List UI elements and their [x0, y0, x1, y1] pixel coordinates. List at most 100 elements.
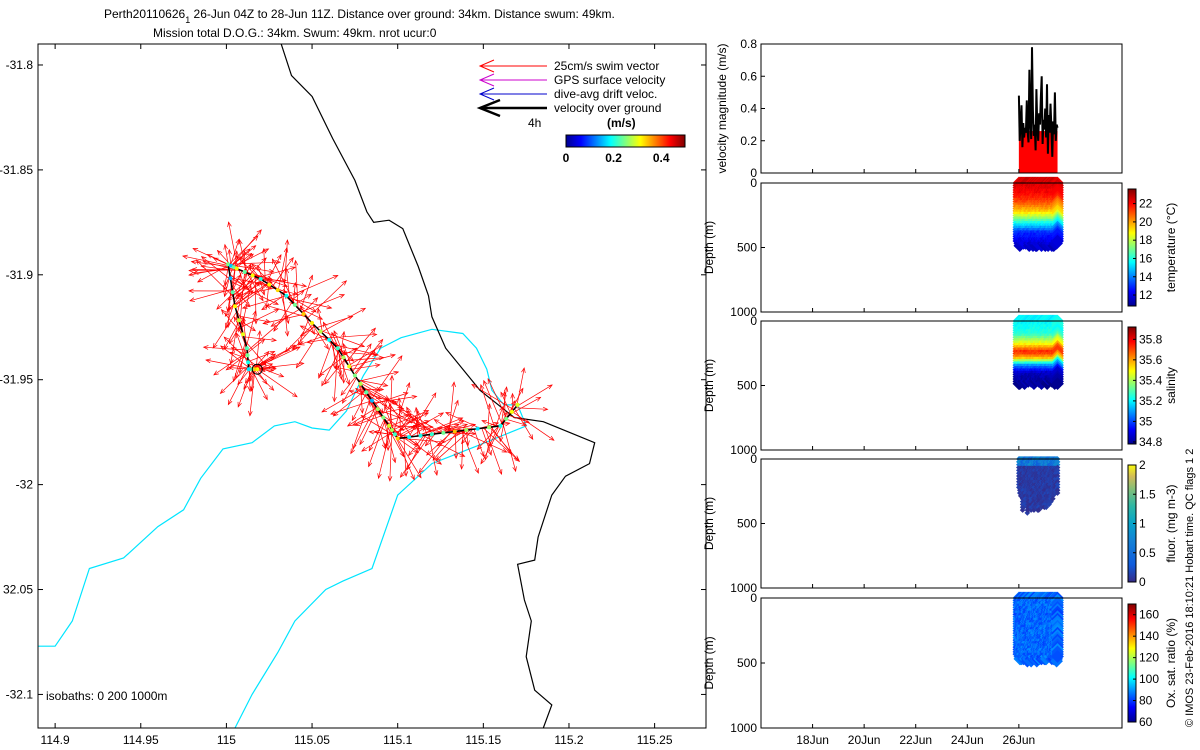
surface-marker [228, 276, 233, 281]
swim-vector-head [224, 311, 230, 317]
swim-vector-head [223, 284, 228, 291]
swim-vector-head [292, 291, 299, 296]
swim-vector [436, 429, 468, 447]
swim-vector [350, 364, 380, 370]
surface-marker [284, 293, 289, 298]
swim-vector-head [397, 355, 403, 361]
swim-vector-head [324, 379, 330, 385]
swim-vector-head [264, 350, 270, 357]
swim-vector-head [238, 238, 243, 245]
swim-vector-head [253, 318, 259, 325]
legend-drift-icon [478, 87, 547, 101]
swim-vector-head [333, 330, 338, 336]
swim-vector-head [476, 444, 482, 451]
map-xtick-label: 115.15 [465, 733, 501, 747]
swim-vector [483, 427, 520, 462]
swim-vector [425, 433, 436, 446]
swim-vector-head [398, 409, 405, 415]
fluorescence-cbtick-label: 0.5 [1139, 546, 1156, 560]
swim-vector-head [416, 410, 422, 417]
surface-marker [418, 433, 423, 438]
oxygen-cbtick-label: 140 [1139, 629, 1159, 643]
swim-vector [471, 384, 514, 410]
salinity-cbtick-label: 35.2 [1139, 394, 1163, 408]
swim-vector-head [350, 448, 355, 455]
swim-vector [266, 254, 282, 283]
swim-vector [473, 428, 485, 457]
swim-vector-head [227, 248, 232, 255]
swim-vector [300, 325, 330, 341]
swim-vector [229, 352, 248, 360]
surface-marker [255, 367, 260, 372]
swim-vector-head [470, 423, 477, 428]
surface-marker [245, 353, 250, 358]
swim-vector-head [330, 410, 336, 415]
surface-marker [347, 364, 352, 369]
swim-vector-head [216, 249, 223, 256]
swim-vector [480, 384, 495, 427]
swim-vector [273, 301, 293, 332]
surface-marker [341, 355, 346, 360]
swim-vector [307, 338, 329, 343]
swim-vector-head [416, 472, 422, 479]
swim-vector [393, 382, 410, 433]
swim-vector-head [376, 345, 383, 350]
swim-vector-head [391, 400, 397, 406]
speed-colorbar [565, 134, 686, 148]
swim-vector [246, 310, 257, 347]
swim-vector [509, 397, 541, 415]
swim-vector-head [262, 378, 268, 385]
swim-vector-head [346, 421, 353, 427]
swim-vector [255, 330, 261, 370]
swim-vector [307, 280, 347, 319]
swim-vector-head [189, 297, 195, 302]
swim-vector [343, 343, 354, 374]
swim-vector [251, 263, 280, 292]
surface-marker [246, 367, 251, 372]
swim-vector [487, 378, 508, 419]
swim-vector-head [281, 278, 288, 283]
swim-vector [340, 376, 356, 396]
swim-vector-head [548, 435, 555, 441]
swim-vector-head [332, 275, 339, 280]
map-ytick-label: -31.85 [0, 163, 33, 177]
surface-marker [292, 302, 297, 307]
swim-vector-head [512, 466, 517, 473]
swim-vector-head [270, 321, 277, 327]
swim-vector-head [498, 436, 504, 443]
temperature-cbtick-label: 16 [1139, 251, 1153, 265]
swim-vector-head [216, 304, 222, 310]
swim-vector-head [269, 350, 276, 356]
surface-marker [301, 311, 306, 316]
swim-vector [361, 431, 394, 452]
swim-vector [490, 426, 513, 455]
swim-vector-head [366, 343, 372, 349]
fluorescence-cbtick-label: 1.5 [1139, 487, 1156, 501]
swim-vector [350, 406, 377, 454]
swim-vector-head [206, 254, 213, 259]
swim-vector-head [487, 449, 492, 456]
map-ytick-label: -31.95 [0, 373, 33, 387]
swim-vector-head [232, 376, 237, 383]
surface-marker [370, 398, 374, 403]
swim-vector [238, 269, 245, 284]
map-xtick-label: 115.05 [294, 733, 330, 747]
swim-vector [321, 307, 366, 333]
swim-vector-head [423, 412, 430, 417]
swim-vector [480, 421, 504, 464]
swim-vector-head [462, 423, 469, 428]
swim-vector-head [445, 412, 451, 417]
swim-vector [235, 283, 270, 309]
fluorescence-ytick-label: 0 [750, 452, 757, 466]
swim-vector-head [501, 448, 508, 453]
swim-vector [446, 425, 476, 430]
swim-vector [205, 359, 249, 369]
swim-vector-head [310, 329, 315, 336]
swim-vector [434, 419, 454, 432]
swim-vector [294, 294, 312, 305]
swim-vector [234, 290, 254, 307]
swim-vector [514, 408, 534, 440]
temperature-ytick-label: 1000 [730, 305, 757, 319]
swim-vector-head [370, 327, 377, 334]
salinity-cbtick-label: 35.4 [1139, 373, 1163, 387]
